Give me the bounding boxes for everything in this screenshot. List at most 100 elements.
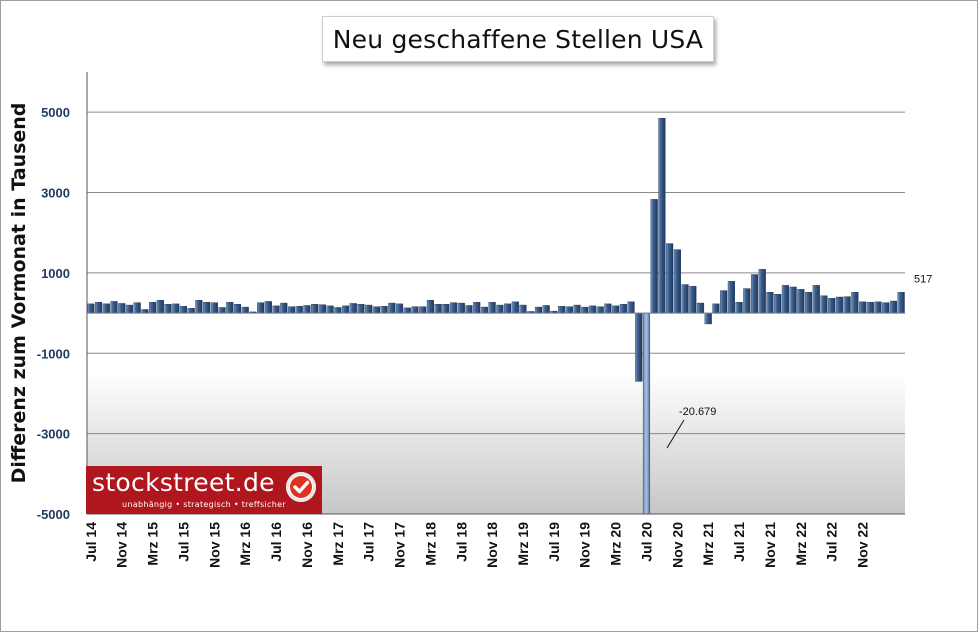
bar xyxy=(172,303,180,314)
x-tick-label: Nov 21 xyxy=(762,522,778,568)
logo-name: stockstreet.de xyxy=(92,468,275,497)
chart-title-box: Neu geschaffene Stellen USA xyxy=(322,16,714,62)
bar xyxy=(380,306,388,314)
bar xyxy=(349,303,357,314)
bar xyxy=(257,302,265,314)
bar xyxy=(843,296,851,314)
bar xyxy=(156,300,164,314)
bar xyxy=(149,302,157,314)
bar xyxy=(303,305,311,314)
bar xyxy=(781,285,789,314)
bar xyxy=(496,304,504,314)
y-tick-label: -3000 xyxy=(37,427,70,442)
x-tick-label: Nov 20 xyxy=(669,522,685,568)
bar xyxy=(889,300,897,314)
x-tick-label: Mrz 20 xyxy=(608,522,624,566)
bar xyxy=(735,302,743,314)
bar xyxy=(704,312,712,325)
x-tick-label: Mrz 15 xyxy=(145,522,161,566)
bar xyxy=(426,300,434,314)
bar xyxy=(689,285,697,314)
bar xyxy=(133,302,141,314)
x-tick-label: Jul 19 xyxy=(546,522,562,562)
x-tick-label: Jul 14 xyxy=(83,522,99,562)
bar xyxy=(272,305,280,314)
bar xyxy=(473,302,481,314)
y-axis-label: Differenz zum Vormonat in Tausend xyxy=(8,102,30,484)
bar xyxy=(573,304,581,314)
y-tick-label: 5000 xyxy=(41,105,70,120)
bar xyxy=(287,306,296,314)
x-tick-label: Mrz 19 xyxy=(515,522,531,566)
x-tick-label: Jul 22 xyxy=(824,522,840,562)
x-tick-label: Nov 19 xyxy=(577,522,593,568)
bar xyxy=(789,286,797,314)
bar xyxy=(681,284,689,314)
brand-logo: stockstreet.de unabhängig • strategisch … xyxy=(86,466,322,514)
bar xyxy=(874,301,882,314)
bar xyxy=(750,274,759,314)
bar xyxy=(95,302,103,314)
bar xyxy=(612,305,620,314)
bar xyxy=(434,304,442,314)
bar xyxy=(264,301,272,314)
bar xyxy=(882,302,890,314)
bar xyxy=(102,303,110,314)
x-tick-label: Nov 22 xyxy=(855,522,871,568)
bar xyxy=(326,305,334,314)
bar xyxy=(859,301,867,314)
bar xyxy=(720,290,728,314)
bar xyxy=(650,199,658,314)
bar xyxy=(619,304,627,314)
bar xyxy=(450,302,458,314)
bar xyxy=(388,302,396,314)
bar xyxy=(727,281,735,314)
bar xyxy=(218,307,226,314)
bar xyxy=(558,306,566,314)
bar xyxy=(442,304,450,314)
bar xyxy=(280,302,288,314)
bar xyxy=(581,306,589,314)
bar xyxy=(835,296,843,314)
x-tick-label: Nov 18 xyxy=(484,522,500,568)
bar xyxy=(226,302,234,314)
bar xyxy=(504,303,512,314)
bar xyxy=(766,292,774,314)
bar xyxy=(195,300,203,314)
last-value-label: 517 xyxy=(914,273,932,285)
bar xyxy=(210,302,218,314)
bar xyxy=(488,302,496,314)
bar xyxy=(743,288,751,314)
bar xyxy=(419,306,427,314)
chart-title: Neu geschaffene Stellen USA xyxy=(332,24,704,54)
x-tick-label: Jul 17 xyxy=(361,522,377,562)
x-tick-label: Jul 15 xyxy=(176,522,192,562)
bar xyxy=(295,306,303,314)
x-tick-label: Jul 20 xyxy=(639,522,655,562)
bar xyxy=(357,304,365,314)
annotation-leader-line xyxy=(666,419,685,449)
bar xyxy=(588,305,597,314)
x-tick-label: Mrz 21 xyxy=(700,522,716,566)
x-tick-label: Jul 16 xyxy=(268,522,284,562)
x-tick-label: Mrz 18 xyxy=(422,522,438,566)
bar xyxy=(712,303,720,314)
bar xyxy=(774,294,782,314)
x-tick-label: Mrz 22 xyxy=(793,522,809,566)
x-tick-label: Nov 17 xyxy=(392,522,408,568)
bar xyxy=(696,302,705,314)
bar xyxy=(411,306,419,314)
bar xyxy=(658,118,666,314)
bar xyxy=(635,312,643,382)
x-tick-label: Nov 16 xyxy=(299,522,315,568)
bar xyxy=(673,249,681,314)
x-tick-label: Nov 15 xyxy=(206,522,222,568)
x-tick-label: Mrz 17 xyxy=(330,522,346,566)
bar xyxy=(341,305,350,314)
bar xyxy=(203,302,211,314)
bar xyxy=(596,306,604,314)
bar xyxy=(897,292,905,314)
bar xyxy=(534,306,543,314)
bar xyxy=(118,303,126,314)
bar xyxy=(403,307,411,314)
